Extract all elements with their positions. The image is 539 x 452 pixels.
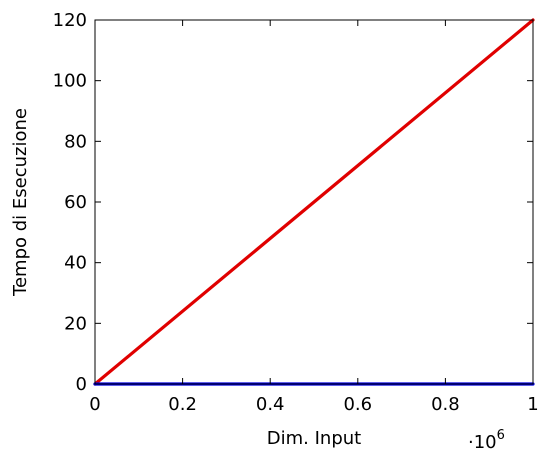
y-tick-label: 120 [53, 10, 87, 31]
x-axis-scale-factor: ·106 [468, 428, 505, 452]
ticks-layer [94, 19, 534, 385]
y-axis-title: Tempo di Esecuzione [10, 108, 31, 297]
x-tick-label: 0.2 [168, 394, 197, 415]
y-tick-label: 100 [53, 71, 87, 92]
series-layer [93, 18, 535, 386]
x-axis-title: Dim. Input [267, 428, 361, 449]
y-tick-label: 20 [64, 313, 87, 334]
x-scale-base: ·10 [468, 432, 497, 452]
y-tick-label: 80 [64, 131, 87, 152]
x-tick-label: 0 [89, 394, 100, 415]
x-tick-label: 0.6 [343, 394, 372, 415]
y-tick-label: 60 [64, 192, 87, 213]
y-tick-label: 0 [76, 374, 87, 395]
x-tick-label: 0.8 [431, 394, 460, 415]
labels-layer: 0 0.2 0.4 0.6 0.8 1 0 20 40 60 80 100 120 [53, 10, 539, 415]
y-tick-label: 40 [64, 253, 87, 274]
x-tick-label: 0.4 [256, 394, 285, 415]
x-scale-power: 6 [497, 428, 505, 443]
series-line-0 [93, 18, 535, 386]
x-tick-label: 1 [527, 394, 538, 415]
